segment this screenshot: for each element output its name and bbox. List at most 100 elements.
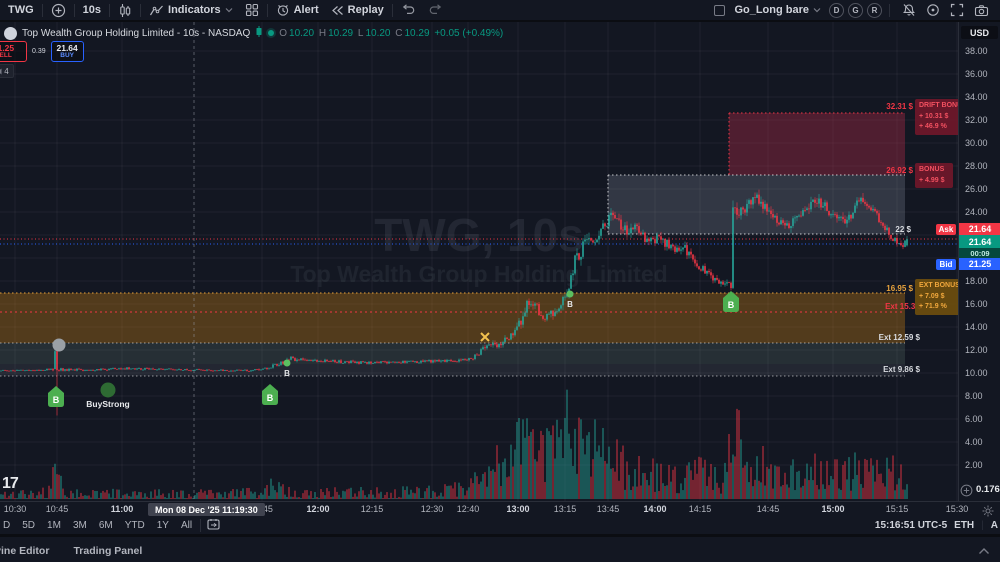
expand-panel-chevron-up-icon[interactable]: [978, 542, 990, 560]
divider: [73, 3, 75, 17]
collapsed-indicators-toggle[interactable]: 4: [0, 64, 14, 78]
price-tick: 36.00: [965, 69, 988, 79]
currency-label[interactable]: USD: [961, 26, 998, 39]
price-tick: 28.00: [965, 161, 988, 171]
redo-icon: [428, 4, 443, 16]
strategy-d-button[interactable]: D: [829, 2, 844, 18]
tab-trading-panel[interactable]: Trading Panel: [73, 545, 143, 557]
divider: [200, 519, 202, 532]
screenshot-button[interactable]: [969, 0, 994, 20]
collapsed-count: 4: [4, 66, 9, 76]
range-buttons-slot: D 5D 1M 3M 6M YTD 1Y All: [0, 518, 198, 533]
price-tick: 12.00: [965, 345, 988, 355]
time-axis[interactable]: 10:3010:4511:0011:4512:0012:1512:3012:40…: [0, 501, 1000, 517]
divider: [889, 3, 890, 17]
divider: [140, 3, 142, 17]
plus-circle-icon: [51, 3, 66, 18]
price-tick: 10.00: [965, 368, 988, 378]
price-tick: 6.00: [965, 414, 983, 424]
range-button-all[interactable]: All: [175, 518, 198, 533]
plus-circle-icon[interactable]: [960, 484, 973, 502]
price-axis[interactable]: USD 38.00 36.00 34.00 32.00 30.00 28.00 26.00 2…: [958, 22, 1000, 501]
time-tick: 10:30: [3, 504, 27, 514]
time-tick: 14:00: [643, 504, 667, 514]
high-label: H: [318, 27, 327, 39]
time-tick: 15:15: [885, 504, 909, 514]
interval-label: 10s: [82, 4, 102, 16]
buystrong-dot: [100, 382, 116, 398]
interval-button[interactable]: 10s: [77, 0, 107, 20]
replay-icon: [331, 5, 344, 16]
tab-pine-editor[interactable]: Pine Editor: [0, 545, 49, 557]
fullscreen-icon: [950, 3, 964, 17]
replay-button[interactable]: Replay: [325, 0, 390, 20]
low-value: 10.20: [365, 27, 391, 39]
svg-text:BuyStrong: BuyStrong: [86, 399, 129, 409]
volume-axis-value: 0.176: [976, 484, 1000, 495]
undo-button[interactable]: [395, 0, 422, 20]
drift-bonus-zone: [729, 113, 905, 175]
range-button-d[interactable]: D: [0, 518, 16, 533]
top-toolbar: TWG 10s Indicators: [0, 0, 1000, 22]
chart-type-button[interactable]: [112, 0, 138, 20]
price-tick: 18.00: [965, 276, 988, 286]
time-axis-settings-gear-icon[interactable]: [982, 504, 994, 522]
layout-grid-button[interactable]: [239, 0, 265, 20]
sell-label: SELL: [0, 51, 12, 59]
compare-add-symbol-button[interactable]: [45, 0, 72, 20]
buy-button[interactable]: 21.64 BUY: [50, 41, 84, 62]
range-bar-right: 15:16:51 UTC-5 ETH | A: [875, 520, 998, 531]
range-button-ytd[interactable]: YTD: [119, 518, 151, 533]
ohlc-values: O 10.20 H 10.29 L 10.20 C 10.29 +0.05 (+0.49…: [279, 28, 505, 39]
go-to-date-button[interactable]: [203, 516, 224, 535]
fullscreen-button[interactable]: [945, 0, 969, 20]
indicators-button[interactable]: Indicators: [143, 0, 239, 20]
alarm-clock-icon: [276, 3, 290, 17]
mid-band: [0, 343, 905, 364]
target-button[interactable]: [921, 0, 945, 20]
range-button-6m[interactable]: 6M: [93, 518, 119, 533]
time-tick: 12:30: [420, 504, 444, 514]
strategy-selector[interactable]: Go_Long bare: [730, 0, 825, 20]
price-tick: 4.00: [965, 437, 983, 447]
sell-button[interactable]: 21.25 SELL: [0, 41, 27, 62]
symbol-search-button[interactable]: TWG: [0, 0, 40, 20]
symbol-legend[interactable]: Top Wealth Group Holding Limited - 10s -…: [4, 26, 505, 40]
open-value: 10.20: [289, 27, 315, 39]
redo-button[interactable]: [422, 0, 449, 20]
time-tick: 13:00: [506, 504, 530, 514]
target-icon: [926, 3, 940, 17]
buy-dot-marker: [283, 359, 291, 367]
tradingview-logo[interactable]: 17: [2, 475, 19, 492]
grid-layout-icon: [245, 3, 259, 17]
alerts-off-button[interactable]: [897, 0, 921, 20]
strategy-r-button[interactable]: R: [867, 2, 882, 18]
market-status-dot: [268, 30, 275, 36]
candlestick-chart-canvas[interactable]: B B B B B BuyStrong: [0, 22, 958, 501]
buy-badge: [262, 384, 278, 405]
range-button-3m[interactable]: 3M: [67, 518, 93, 533]
session-type[interactable]: ETH: [954, 520, 975, 531]
svg-text:B: B: [284, 369, 290, 378]
last-price-axis-label: 21.64: [959, 235, 1000, 248]
session-clock[interactable]: 15:16:51 UTC-5: [874, 520, 948, 531]
range-button-1y[interactable]: 1Y: [151, 518, 175, 533]
symbol-label: TWG: [8, 4, 34, 16]
range-button-1m[interactable]: 1M: [41, 518, 67, 533]
range-button-5d[interactable]: 5D: [16, 518, 41, 533]
price-tick: 24.00: [965, 207, 988, 217]
svg-text:B: B: [567, 300, 573, 309]
symbol-logo: [4, 26, 17, 40]
strategy-g-button[interactable]: G: [848, 2, 863, 18]
alert-button[interactable]: Alert: [270, 0, 325, 20]
strategy-checkbox[interactable]: [714, 4, 726, 16]
time-tick: 15:30: [945, 504, 969, 514]
price-tick: 32.00: [965, 115, 988, 125]
x-marker: [480, 332, 490, 342]
indicators-icon: [149, 4, 164, 17]
alert-label: Alert: [293, 4, 319, 16]
adjust-toggle[interactable]: A: [990, 520, 998, 531]
bonus-zone: [608, 175, 905, 234]
buy-price: 21.64: [56, 42, 78, 53]
chart-pane[interactable]: TWG, 10s Top Wealth Group Holding Limite…: [0, 22, 1000, 517]
